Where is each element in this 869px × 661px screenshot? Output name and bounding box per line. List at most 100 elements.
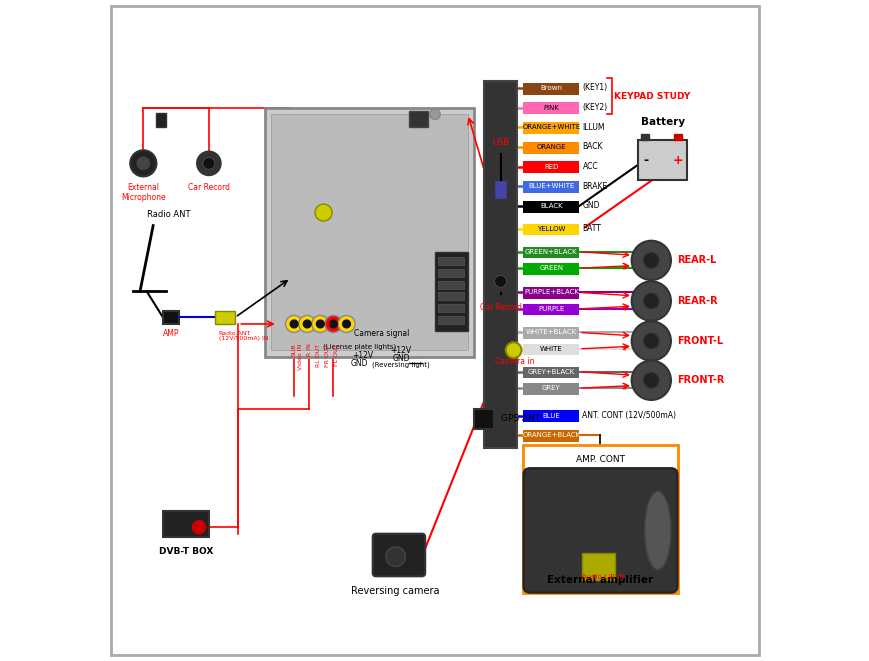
Circle shape: [494, 276, 506, 288]
Text: BLUE+WHITE: BLUE+WHITE: [527, 183, 574, 189]
Bar: [523, 430, 579, 442]
Text: ORANGE+BLACK: ORANGE+BLACK: [521, 432, 580, 438]
Text: (KEY1): (KEY1): [582, 83, 607, 93]
Text: FRONT-R: FRONT-R: [677, 375, 724, 385]
Text: Reversing camera: Reversing camera: [351, 586, 440, 596]
Text: AMP: AMP: [163, 329, 179, 338]
Text: (Reversing light): (Reversing light): [372, 362, 429, 368]
Bar: [523, 181, 579, 193]
Circle shape: [285, 315, 302, 332]
Text: ORANGE+WHITE: ORANGE+WHITE: [521, 124, 580, 130]
Text: FL OUT: FL OUT: [334, 344, 339, 366]
Circle shape: [385, 547, 405, 566]
Text: BLUE: BLUE: [542, 412, 560, 418]
Bar: [523, 344, 579, 356]
Text: PURPLE+BLACK: PURPLE+BLACK: [523, 290, 578, 295]
Bar: [438, 281, 464, 289]
Bar: [523, 410, 579, 422]
Text: GREY+BLACK: GREY+BLACK: [527, 369, 574, 375]
Text: Video IN: Video IN: [298, 344, 302, 370]
Text: +12V: +12V: [390, 346, 411, 355]
Text: REAR-R: REAR-R: [677, 296, 717, 306]
Bar: [523, 141, 579, 153]
Circle shape: [643, 372, 659, 388]
Text: RL OUT: RL OUT: [315, 344, 321, 367]
Bar: [523, 161, 579, 173]
Bar: [494, 180, 507, 200]
Circle shape: [324, 315, 342, 332]
Text: BLACK: BLACK: [540, 203, 562, 209]
Bar: [438, 257, 464, 265]
Circle shape: [289, 319, 298, 329]
Text: Battery: Battery: [640, 117, 684, 128]
Text: GND: GND: [350, 359, 368, 368]
Text: WHITE+BLACK: WHITE+BLACK: [525, 329, 576, 336]
Text: GREY: GREY: [541, 385, 561, 391]
Circle shape: [643, 333, 659, 349]
Text: PINK: PINK: [543, 104, 559, 110]
Circle shape: [429, 109, 440, 120]
Bar: [438, 316, 464, 324]
Ellipse shape: [644, 491, 670, 569]
Circle shape: [631, 361, 670, 400]
Bar: [434, 252, 468, 330]
Text: External amplifier: External amplifier: [547, 575, 653, 585]
Bar: [523, 102, 579, 114]
Bar: [640, 134, 648, 140]
Text: BACK: BACK: [582, 143, 602, 151]
Text: +: +: [672, 153, 683, 167]
Text: SUB: SUB: [291, 344, 296, 356]
Circle shape: [631, 241, 670, 280]
Bar: [523, 201, 579, 213]
Text: WHITE: WHITE: [540, 346, 562, 352]
Bar: [474, 409, 494, 429]
Text: ORANGE: ORANGE: [536, 144, 566, 150]
Text: REAR-L: REAR-L: [677, 255, 716, 265]
Text: -: -: [643, 153, 648, 167]
Text: KEYPAD STUDY: KEYPAD STUDY: [614, 92, 689, 100]
Circle shape: [192, 521, 205, 533]
Bar: [582, 553, 614, 580]
Bar: [523, 83, 579, 95]
Bar: [523, 303, 579, 315]
Text: Camera signal: Camera signal: [353, 329, 408, 338]
Text: DVB-T BOX: DVB-T BOX: [158, 547, 213, 556]
Text: Audio L/R IN: Audio L/R IN: [582, 574, 625, 580]
Bar: [271, 114, 468, 350]
Text: External
Microphone: External Microphone: [121, 183, 165, 202]
Circle shape: [643, 293, 659, 309]
Text: GREEN: GREEN: [539, 265, 563, 271]
Circle shape: [342, 319, 351, 329]
Circle shape: [315, 319, 324, 329]
Text: Brown: Brown: [540, 85, 561, 91]
Bar: [438, 304, 464, 312]
Text: BRAKE: BRAKE: [582, 182, 607, 191]
Text: (License plate lights): (License plate lights): [322, 344, 395, 350]
Bar: [523, 383, 579, 395]
Circle shape: [298, 315, 315, 332]
Circle shape: [315, 204, 332, 221]
Text: GND: GND: [392, 354, 409, 362]
FancyBboxPatch shape: [523, 468, 677, 593]
Text: -: -: [624, 249, 627, 259]
Circle shape: [488, 270, 512, 293]
Bar: [264, 108, 474, 357]
Circle shape: [631, 321, 670, 361]
Bar: [163, 511, 209, 537]
Circle shape: [643, 253, 659, 268]
Text: USB: USB: [491, 138, 508, 147]
Text: Camera in: Camera in: [494, 357, 534, 366]
Bar: [523, 223, 579, 235]
Text: ANT. CONT (12V/500mA): ANT. CONT (12V/500mA): [582, 411, 676, 420]
Text: +12V: +12V: [352, 351, 373, 360]
Text: YELLOW: YELLOW: [536, 226, 565, 232]
Circle shape: [197, 151, 221, 175]
Bar: [523, 367, 579, 378]
Text: +: +: [620, 303, 627, 313]
Text: +: +: [620, 262, 627, 272]
Text: (KEY2): (KEY2): [582, 103, 607, 112]
Text: FR OUT: FR OUT: [325, 344, 329, 367]
Bar: [523, 446, 677, 593]
Bar: [408, 111, 428, 128]
Bar: [156, 113, 166, 128]
